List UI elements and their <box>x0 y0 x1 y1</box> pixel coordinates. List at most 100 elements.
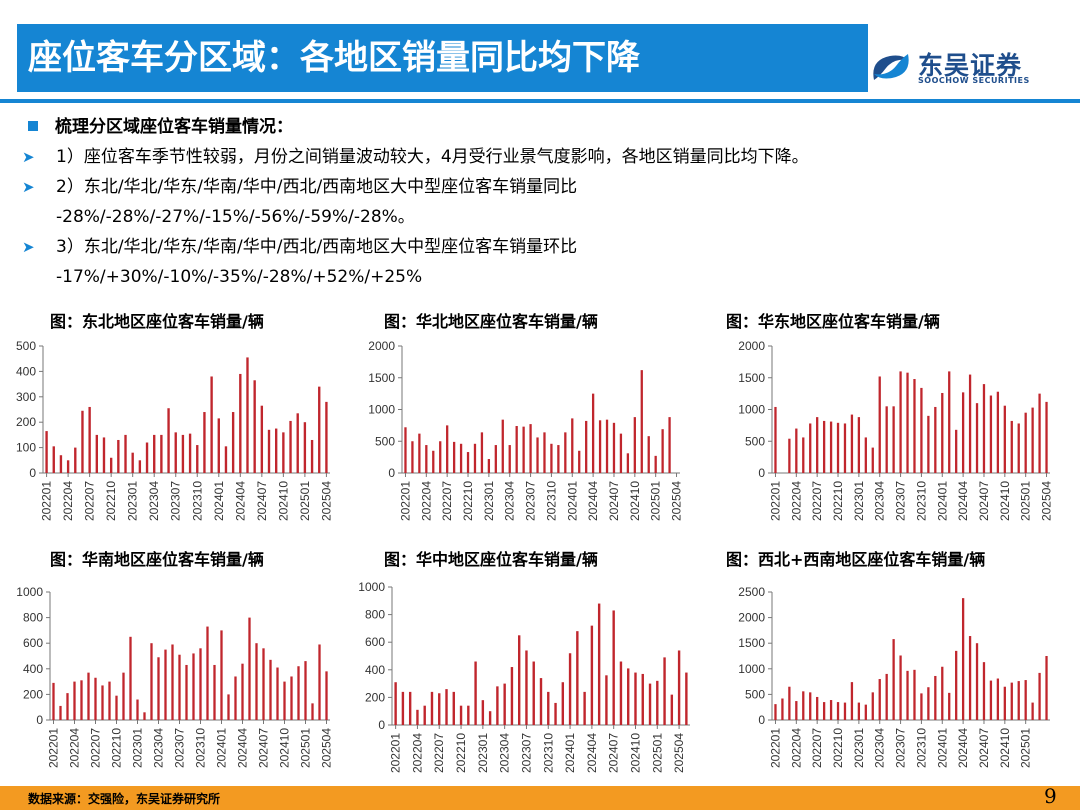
bar <box>648 683 652 725</box>
bar <box>494 445 497 473</box>
bar <box>196 445 199 473</box>
x-tick-label: 202204 <box>789 481 803 521</box>
x-tick-label: 202207 <box>89 728 103 768</box>
bar <box>661 429 664 473</box>
bar <box>296 413 299 473</box>
bar <box>948 692 951 720</box>
bar <box>934 675 937 720</box>
x-tick-label: 202501 <box>299 728 313 768</box>
bar <box>1010 420 1013 473</box>
bar <box>656 680 659 725</box>
bar <box>109 457 113 473</box>
x-tick-label: 202204 <box>410 733 424 773</box>
bar <box>809 692 812 720</box>
y-tick-label: 1000 <box>368 403 395 417</box>
bar <box>809 423 812 473</box>
bar <box>452 441 456 473</box>
bar <box>518 635 521 725</box>
bar <box>836 702 840 720</box>
x-tick-label: 202504 <box>672 733 686 773</box>
bar <box>1045 401 1048 473</box>
x-tick-label: 202401 <box>935 728 949 768</box>
bar <box>996 678 1000 720</box>
x-tick-label: 202404 <box>956 728 970 768</box>
bar <box>795 701 798 720</box>
chart-title-north: 图：华北地区座位客车销量/辆 <box>384 312 598 331</box>
bar <box>416 709 419 725</box>
bullet-text: 3）东北/华北/华东/华南/华中/西北/西南地区大中型座位客车销量环比 <box>56 237 578 257</box>
bar <box>641 673 644 725</box>
y-tick-label: 500 <box>745 687 765 701</box>
bar <box>164 649 167 720</box>
bar <box>885 406 888 473</box>
logo-name: 东吴证券 <box>918 51 1023 80</box>
logo-icon <box>873 54 909 80</box>
x-tick-label: 202301 <box>126 481 140 521</box>
bar <box>124 434 127 473</box>
bar <box>136 699 139 720</box>
arrow-bullet-icon: ➤ <box>22 178 35 196</box>
bar <box>283 681 286 720</box>
bar <box>961 598 965 720</box>
x-tick-label: 202410 <box>628 733 642 773</box>
bar <box>989 680 993 720</box>
x-tick-label: 202201 <box>47 728 61 768</box>
bar <box>160 434 163 473</box>
bar <box>816 696 819 720</box>
bar <box>206 626 209 720</box>
x-tick-label: 202301 <box>131 728 145 768</box>
y-tick-label: 2000 <box>738 611 765 625</box>
bar <box>303 422 307 473</box>
bar <box>157 657 160 720</box>
bar <box>802 691 805 720</box>
bar <box>590 625 594 725</box>
bar <box>131 452 134 473</box>
x-tick-label: 202210 <box>110 728 124 768</box>
bar <box>432 450 435 473</box>
y-tick-label: 2000 <box>368 339 395 353</box>
bar <box>525 650 528 725</box>
bullet-heading-text: 梳理分区域座位客车销量情况： <box>55 117 293 137</box>
x-tick-label: 202201 <box>398 481 412 521</box>
bar <box>227 694 230 720</box>
bar <box>439 441 442 473</box>
bar <box>822 702 826 720</box>
bar <box>850 414 854 473</box>
bar <box>411 441 414 473</box>
bar <box>115 695 118 720</box>
x-tick-label: 202504 <box>319 481 333 521</box>
y-tick-label: 200 <box>16 415 36 429</box>
bar <box>585 420 588 473</box>
bar <box>968 374 972 473</box>
bar <box>913 669 916 720</box>
bar <box>52 682 55 720</box>
bar <box>543 432 546 473</box>
bar <box>1031 702 1034 720</box>
x-tick-label: 202304 <box>503 481 517 521</box>
bullet-item: ➤ 1）座位客车季节性较弱，月份之间销量波动较大，4月受行业景气度影响，各地区销量… <box>22 142 1062 172</box>
x-tick-label: 202404 <box>236 728 250 768</box>
y-tick-label: 0 <box>36 713 43 727</box>
x-tick-label: 202407 <box>257 728 271 768</box>
bar <box>913 379 916 473</box>
bar <box>459 443 463 473</box>
bar <box>598 420 602 473</box>
x-tick-label: 202307 <box>519 733 533 773</box>
bar <box>418 433 421 473</box>
y-tick-label: 1000 <box>738 662 765 676</box>
bar <box>496 686 499 725</box>
bar <box>640 370 643 473</box>
x-tick-label: 202304 <box>498 733 512 773</box>
bullet-text: 1）座位客车季节性较弱，月份之间销量波动较大，4月受行业景气度影响，各地区销量同… <box>56 147 809 167</box>
bar <box>996 391 1000 473</box>
bar <box>1031 407 1034 473</box>
y-tick-label: 500 <box>375 434 395 448</box>
bar <box>626 453 630 473</box>
arrow-bullet-icon: ➤ <box>22 148 35 166</box>
bar <box>74 447 77 473</box>
bar <box>955 429 958 473</box>
y-tick-label: 300 <box>16 390 36 404</box>
chart-title-east: 图：华东地区座位客车销量/辆 <box>726 312 940 331</box>
x-tick-label: 202410 <box>628 481 642 521</box>
